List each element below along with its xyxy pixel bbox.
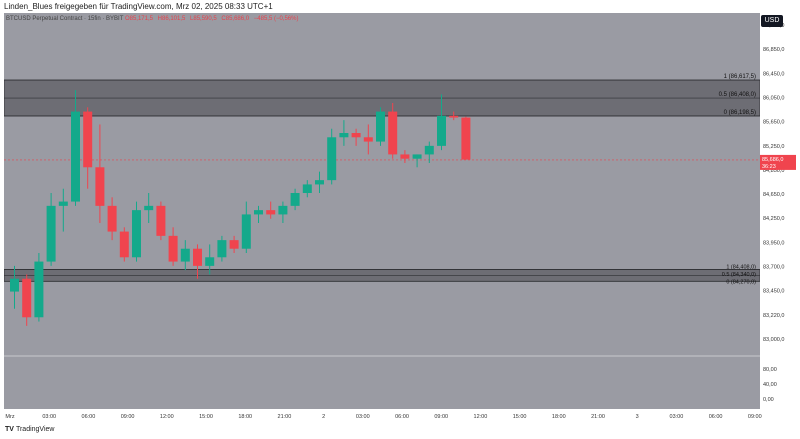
candle-body bbox=[376, 111, 385, 142]
candle-body bbox=[449, 115, 459, 118]
time-tick-label: 12:00 bbox=[160, 414, 174, 420]
tradingview-footer: TV TradingView bbox=[5, 426, 54, 433]
time-tick-label: 3 bbox=[636, 414, 639, 420]
tradingview-logo-icon: TV bbox=[5, 426, 14, 433]
change-value: −485,5 (−0,56%) bbox=[253, 16, 299, 22]
price-tick-label: 83,220,0 bbox=[763, 313, 784, 319]
time-tick-label: 18:00 bbox=[238, 414, 252, 420]
candle-body bbox=[71, 111, 80, 202]
price-tick-label: 84,250,0 bbox=[763, 216, 784, 222]
close-value: C85,686,0 bbox=[221, 16, 250, 22]
candle-body bbox=[34, 261, 44, 318]
candle-body bbox=[241, 214, 251, 249]
time-tick-label: 15:00 bbox=[513, 414, 527, 420]
candle-body bbox=[412, 154, 422, 159]
volume-tick-label: 80,00 bbox=[763, 367, 777, 373]
candle-body bbox=[339, 133, 349, 138]
price-tick-label: 85,650,0 bbox=[763, 120, 784, 126]
time-tick-label: 03:00 bbox=[42, 414, 56, 420]
candle-body bbox=[302, 184, 312, 193]
time-axis[interactable]: Mrz 03:00 06:00 09:00 12:00 15:00 18:00 21:00 2 0… bbox=[0, 409, 800, 422]
price-tick-label: 83,450,0 bbox=[763, 289, 784, 295]
currency-badge[interactable]: USD bbox=[761, 15, 783, 27]
candle-body bbox=[315, 180, 324, 185]
time-tick-label: 18:00 bbox=[552, 414, 566, 420]
candle-body bbox=[180, 248, 190, 262]
fib-lower-label: 1 (84,408,0) bbox=[726, 264, 756, 270]
time-tick-label: Mrz bbox=[5, 414, 14, 420]
candle-body bbox=[217, 240, 227, 258]
time-tick-label: 09:00 bbox=[748, 414, 762, 420]
symbol-info: BTCUSD Perpetual Contract · 15fin · BYBI… bbox=[6, 16, 301, 22]
price-tick-label: 84,850,0 bbox=[763, 168, 784, 174]
price-tick-label: 86,850,0 bbox=[763, 47, 784, 53]
candle-body bbox=[290, 193, 300, 206]
fib-lower-label: 0.5 (84,340,0) bbox=[722, 272, 756, 278]
candle-body bbox=[144, 205, 154, 211]
price-tick-label: 86,450,0 bbox=[763, 71, 784, 77]
time-tick-label: 2 bbox=[322, 414, 325, 420]
candle-body bbox=[22, 278, 32, 318]
high-value: H86,101,5 bbox=[157, 16, 186, 22]
current-price-label: 85,686,0 bbox=[762, 157, 783, 163]
time-tick-label: 21:00 bbox=[278, 414, 292, 420]
candle-body bbox=[205, 257, 215, 266]
candle-body bbox=[363, 137, 373, 142]
fib-lower-label: 0 (84,270,0) bbox=[726, 279, 756, 285]
candle-body bbox=[119, 231, 129, 258]
candle-body bbox=[95, 167, 105, 206]
tradingview-label: TradingView bbox=[15, 426, 55, 433]
price-tick-label: 84,650,0 bbox=[763, 192, 784, 198]
candle-body bbox=[278, 205, 288, 215]
time-tick-label: 06:00 bbox=[82, 414, 96, 420]
price-tick-label: 86,050,0 bbox=[763, 95, 784, 101]
time-tick-label: 03:00 bbox=[356, 414, 370, 420]
candle-body bbox=[107, 205, 117, 232]
symbol-title: BTCUSD Perpetual Contract · 15fin · BYBI… bbox=[6, 16, 124, 22]
fib-upper-label: 1 (86,617,5) bbox=[724, 74, 756, 80]
open-value: O85,171,5 bbox=[124, 16, 153, 22]
candle-body bbox=[229, 240, 239, 249]
fib-upper-label: 0.5 (86,408,0) bbox=[719, 92, 756, 98]
candle-body bbox=[58, 201, 68, 206]
countdown-timer: 36:23 bbox=[762, 164, 776, 170]
price-tick-label: 83,950,0 bbox=[763, 240, 784, 246]
candle-body bbox=[461, 117, 471, 160]
candle-body bbox=[10, 278, 19, 292]
price-tick-label: 83,700,0 bbox=[763, 265, 784, 271]
current-price-badge bbox=[760, 154, 796, 170]
price-axis[interactable]: 87,250,086,850,086,450,086,050,085,650,0… bbox=[760, 13, 800, 409]
volume-tick-label: 40,00 bbox=[763, 382, 777, 388]
time-tick-label: 03:00 bbox=[670, 414, 684, 420]
candle-body bbox=[388, 111, 398, 155]
candle-body bbox=[132, 210, 141, 258]
candle-body bbox=[266, 210, 276, 215]
time-tick-label: 09:00 bbox=[121, 414, 135, 420]
fib-upper-label: 0 (86,198,5) bbox=[724, 110, 756, 116]
candle-body bbox=[156, 205, 166, 236]
candle-body bbox=[168, 235, 178, 262]
share-header: Linden_Blues freigegeben für TradingView… bbox=[4, 2, 273, 11]
volume-tick-label: 0,00 bbox=[763, 397, 774, 403]
price-tick-label: 85,250,0 bbox=[763, 144, 784, 150]
candle-body bbox=[46, 205, 56, 262]
time-tick-label: 21:00 bbox=[591, 414, 605, 420]
time-tick-label: 06:00 bbox=[709, 414, 723, 420]
time-tick-label: 06:00 bbox=[395, 414, 409, 420]
candle-body bbox=[327, 137, 337, 181]
candle-body bbox=[351, 133, 361, 138]
candlestick-chart[interactable]: 1 (86,617,5) 0.5 (86,408,0) 0 (86,198,5) 1… bbox=[4, 13, 760, 409]
time-tick-label: 15:00 bbox=[199, 414, 213, 420]
candle-body bbox=[437, 115, 446, 146]
price-tick-label: 83,000,0 bbox=[763, 337, 784, 343]
candle-body bbox=[83, 111, 93, 168]
time-tick-label: 12:00 bbox=[474, 414, 488, 420]
candle-body bbox=[400, 154, 410, 159]
candle-body bbox=[254, 210, 263, 215]
candle-body bbox=[193, 248, 202, 266]
chart-area[interactable]: 1 (86,617,5) 0.5 (86,408,0) 0 (86,198,5) 1… bbox=[4, 13, 760, 409]
time-tick-label: 09:00 bbox=[434, 414, 448, 420]
low-value: L85,590,5 bbox=[190, 16, 217, 22]
candle-body bbox=[424, 145, 434, 155]
